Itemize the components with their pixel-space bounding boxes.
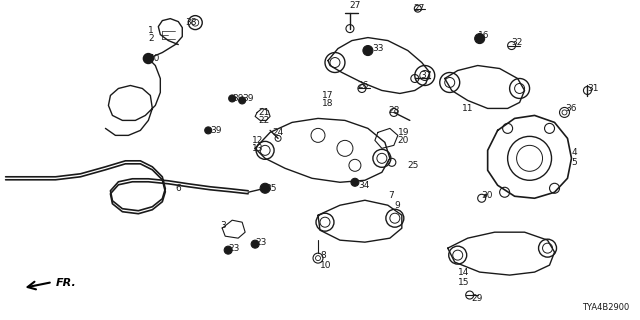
Text: 29: 29 — [472, 293, 483, 302]
Text: 39: 39 — [232, 94, 244, 103]
Text: 6: 6 — [175, 184, 181, 193]
Text: 38: 38 — [185, 18, 196, 27]
Text: FR.: FR. — [56, 278, 76, 288]
Text: 3: 3 — [220, 221, 226, 230]
Text: 9: 9 — [395, 201, 401, 210]
Text: 36: 36 — [566, 104, 577, 113]
Circle shape — [143, 53, 154, 64]
Text: 15: 15 — [458, 277, 469, 287]
Text: 18: 18 — [322, 99, 333, 108]
Text: 16: 16 — [477, 31, 489, 40]
Text: 11: 11 — [461, 104, 473, 113]
Text: 33: 33 — [372, 44, 383, 53]
Text: 31: 31 — [588, 84, 599, 93]
Text: 14: 14 — [458, 268, 469, 276]
Text: 40: 40 — [148, 54, 160, 63]
Text: 1: 1 — [148, 26, 154, 35]
Text: 19: 19 — [398, 128, 410, 137]
Text: 23: 23 — [255, 238, 266, 247]
Text: 5: 5 — [572, 158, 577, 167]
Text: 23: 23 — [228, 244, 239, 253]
Text: 30: 30 — [482, 191, 493, 200]
Circle shape — [251, 240, 259, 248]
Text: 8: 8 — [320, 251, 326, 260]
Text: 39: 39 — [210, 126, 221, 135]
Text: 7: 7 — [388, 191, 394, 200]
Text: 2: 2 — [148, 34, 154, 43]
Text: 27: 27 — [349, 1, 360, 10]
Circle shape — [260, 183, 270, 193]
Text: 32: 32 — [511, 38, 523, 47]
Text: 26: 26 — [357, 81, 368, 90]
Text: TYA4B2900: TYA4B2900 — [582, 303, 629, 312]
Text: 10: 10 — [320, 260, 332, 270]
Circle shape — [351, 178, 359, 186]
Text: 39: 39 — [242, 94, 253, 103]
Text: 24: 24 — [272, 128, 284, 137]
Text: 13: 13 — [252, 144, 264, 153]
Text: 12: 12 — [252, 136, 264, 145]
Circle shape — [228, 95, 236, 102]
Text: 37: 37 — [420, 71, 431, 80]
Text: 28: 28 — [388, 106, 399, 115]
Text: 22: 22 — [258, 116, 269, 125]
Text: 35: 35 — [265, 184, 276, 193]
Circle shape — [475, 34, 484, 44]
Circle shape — [239, 97, 246, 104]
Circle shape — [205, 127, 212, 134]
Text: 25: 25 — [408, 161, 419, 170]
Circle shape — [363, 45, 373, 56]
Circle shape — [224, 246, 232, 254]
Text: 34: 34 — [358, 181, 369, 190]
Text: 4: 4 — [572, 148, 577, 157]
Text: 20: 20 — [398, 136, 409, 145]
Text: 17: 17 — [322, 91, 333, 100]
Text: 27: 27 — [414, 4, 425, 13]
Text: 21: 21 — [258, 108, 269, 117]
